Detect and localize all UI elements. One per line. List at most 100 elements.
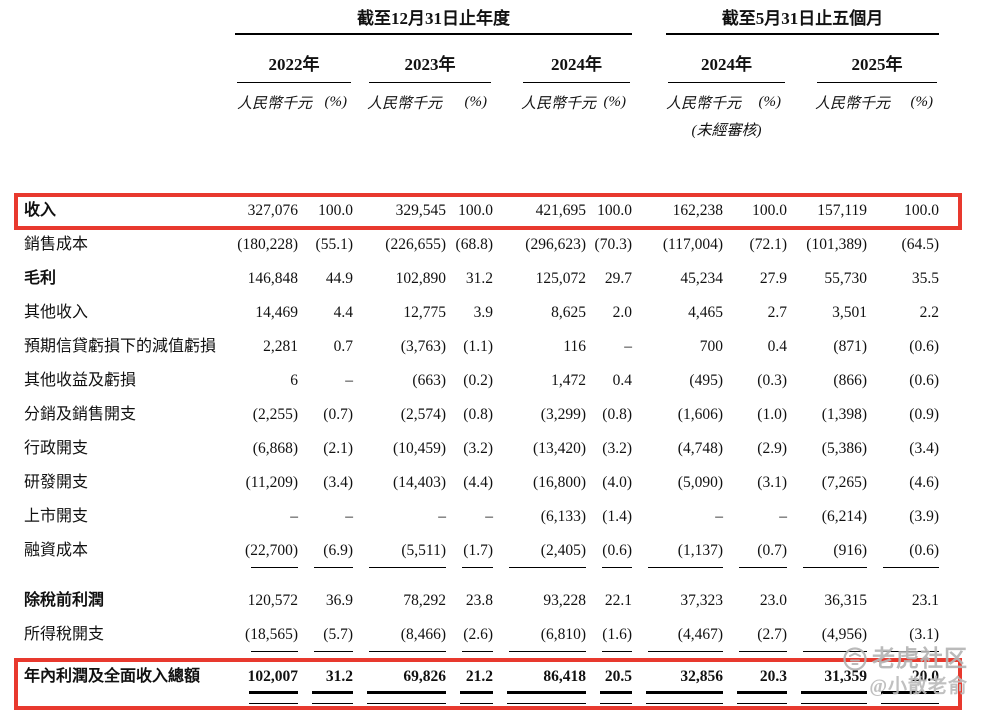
cell-amount: (13,420) — [533, 440, 586, 457]
cell-percent: (6.9) — [298, 536, 353, 570]
cell-percent: (0.9) — [909, 406, 939, 423]
year-header-2025: 2025年 — [787, 36, 939, 84]
cell-amount: (2,255) — [252, 406, 298, 423]
cell-amount: (101,389) — [806, 236, 867, 253]
cell-percent: 31.2 — [465, 270, 493, 287]
cell-percent: (2.6) — [446, 620, 493, 654]
cell-percent: (0.6) — [909, 338, 939, 355]
cell-amount: 78,292 — [403, 592, 446, 609]
row-spacer — [22, 570, 939, 586]
cell-percent: (55.1) — [315, 236, 353, 253]
row-label: 毛利 — [24, 270, 57, 287]
cell-amount: – — [438, 508, 446, 525]
cell-percent: (1.0) — [757, 406, 787, 423]
cell-percent: (0.3) — [757, 372, 787, 389]
unit-label: 人民幣千元 — [521, 95, 597, 112]
row-label: 銷售成本 — [24, 236, 89, 253]
cell-percent: – — [345, 372, 353, 389]
row-label: 其他收益及虧損 — [24, 372, 137, 389]
percent-label: (%) — [324, 93, 348, 110]
cell-percent: – — [624, 338, 632, 355]
cell-amount: 102,890 — [395, 270, 446, 287]
cell-percent: (0.6) — [909, 372, 939, 389]
cell-amount: 31,359 — [787, 662, 867, 706]
cell-amount: (5,090) — [677, 474, 723, 491]
cell-amount: (5,511) — [353, 536, 446, 570]
cell-percent: 27.9 — [759, 270, 787, 287]
cell-amount: (10,459) — [393, 440, 446, 457]
cell-percent: 100.0 — [458, 202, 493, 219]
cell-percent: (3.4) — [323, 474, 353, 491]
cell-percent: (72.1) — [749, 236, 787, 253]
cell-amount: 32,856 — [632, 662, 723, 706]
cell-percent: 35.5 — [911, 270, 939, 287]
watermark-brand-text: 老虎社区 — [872, 646, 968, 671]
cell-amount: (11,209) — [245, 474, 298, 491]
cell-amount: 45,234 — [680, 270, 723, 287]
row-label: 其他收入 — [24, 304, 89, 321]
cell-percent: (0.2) — [463, 372, 493, 389]
percent-label: (%) — [910, 93, 934, 110]
watermark-username: @小散老俞 — [869, 676, 968, 697]
cell-percent: (64.5) — [901, 236, 939, 253]
cell-amount: (866) — [833, 372, 867, 389]
cell-percent: 21.2 — [446, 662, 493, 706]
watermark: 老虎社区 @小散老俞 — [843, 645, 968, 699]
cell-amount: 120,572 — [247, 592, 298, 609]
row-label: 收入 — [24, 202, 57, 219]
cell-amount: 93,228 — [543, 592, 586, 609]
cell-percent: (1.6) — [586, 620, 632, 654]
cell-percent: (70.3) — [594, 236, 632, 253]
cell-percent: (1.1) — [463, 338, 493, 355]
cell-percent: (4.6) — [909, 474, 939, 491]
unaudited-note: (未經審核) — [691, 123, 762, 139]
cell-percent: (3.1) — [757, 474, 787, 491]
cell-amount: – — [715, 508, 723, 525]
cell-percent: (68.8) — [455, 236, 493, 253]
tiger-logo-icon — [843, 647, 867, 671]
cell-amount: (1,398) — [821, 406, 867, 423]
row-label: 行政開支 — [24, 440, 89, 457]
cell-percent: (3.4) — [909, 440, 939, 457]
row-label: 融資成本 — [24, 542, 89, 559]
cell-amount: (6,810) — [493, 620, 586, 654]
cell-percent: (0.6) — [867, 536, 939, 570]
cell-percent: – — [485, 508, 493, 525]
income-statement-table: 截至12月31日止年度 截至5月31日止五個月 2022年 2023年 2024… — [22, 8, 939, 706]
cell-percent: 2.0 — [612, 304, 632, 321]
unit-label: 人民幣千元 — [237, 95, 313, 112]
cell-amount: (7,265) — [821, 474, 867, 491]
unit-label: 人民幣千元 — [815, 95, 891, 112]
cell-amount: 6 — [290, 372, 298, 389]
cell-amount: (1,606) — [677, 406, 723, 423]
header-spacer — [22, 150, 939, 196]
cell-amount: 14,469 — [255, 304, 298, 321]
cell-percent: 36.9 — [325, 592, 353, 609]
cell-percent: (2.7) — [723, 620, 787, 654]
cell-percent: 44.9 — [325, 270, 353, 287]
year-header-2023: 2023年 — [353, 36, 493, 84]
cell-percent: 0.4 — [612, 372, 632, 389]
cell-amount: 37,323 — [680, 592, 723, 609]
cell-percent: (1.4) — [602, 508, 632, 525]
cell-amount: (2,574) — [400, 406, 446, 423]
cell-amount: 2,281 — [263, 338, 298, 355]
cell-amount: (117,004) — [662, 236, 723, 253]
cell-amount: (180,228) — [237, 236, 298, 253]
unit-header-2023: 人民幣千元 (%) — [353, 84, 493, 120]
cell-amount: 125,072 — [535, 270, 586, 287]
cell-amount: (4,956) — [787, 620, 867, 654]
cell-percent: 4.4 — [333, 304, 353, 321]
cell-amount: 36,315 — [824, 592, 867, 609]
cell-amount: 1,472 — [551, 372, 586, 389]
cell-percent: 2.7 — [767, 304, 787, 321]
unit-label: 人民幣千元 — [666, 95, 742, 112]
cell-percent: 3.9 — [473, 304, 493, 321]
cell-amount: 12,775 — [403, 304, 446, 321]
cell-percent: 0.4 — [767, 338, 787, 355]
cell-amount: (495) — [689, 372, 723, 389]
row-label: 上市開支 — [24, 508, 89, 525]
cell-amount: 4,465 — [688, 304, 723, 321]
cell-percent: (5.7) — [298, 620, 353, 654]
cell-amount: 86,418 — [493, 662, 586, 706]
